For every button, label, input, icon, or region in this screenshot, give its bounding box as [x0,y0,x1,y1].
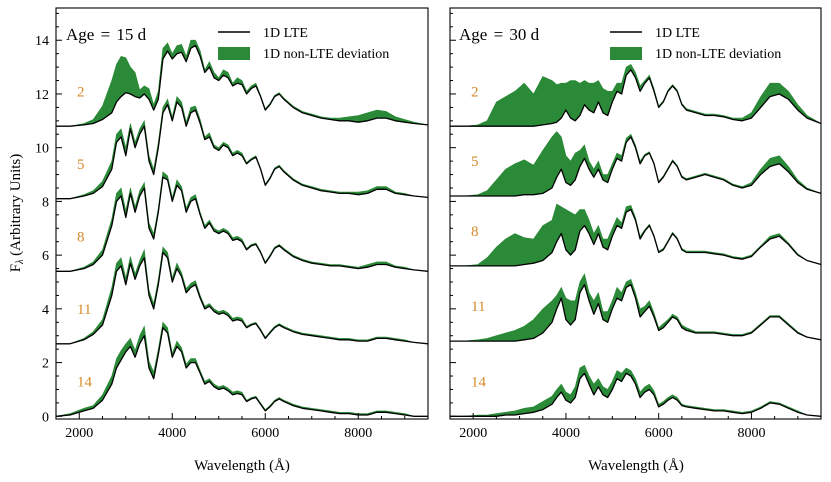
right-x-tick-label-4000: 4000 [552,426,580,441]
right-panel-title: Age = 30 d [459,25,540,44]
left-lte-line-series-14 [55,327,428,417]
left-nlte-fill-series-14 [55,321,428,417]
right-lte-lines [450,69,822,417]
right-nlte-fill-series-8 [450,203,822,267]
left-x-tick-label-2000: 2000 [65,426,93,441]
left-panel-title: Age = 15 d [66,25,147,44]
left-y-tick-label-12: 12 [35,88,49,103]
right-lte-line-series-5 [450,136,822,197]
right-lte-line-series-14 [450,372,822,417]
left-offset-labels: 2 5 8 11 14 [77,84,93,390]
right-x-tick-label-6000: 6000 [645,426,673,441]
right-legend-nlte-label: 1D non-LTE deviation [655,47,781,62]
left-legend-lte-label: 1D LTE [263,26,308,41]
right-lte-line-series-2 [450,69,822,127]
left-y-tick-label-14: 14 [35,34,49,49]
left-lte-line-series-8 [56,176,429,272]
left-legend-nlte-swatch [218,47,250,60]
right-nlte-fill-series-2 [450,63,822,127]
left-nlte-fill-series-8 [56,171,429,272]
right-x-ticks: 2000 4000 6000 8000 [449,413,822,441]
right-offset-label-14: 14 [471,374,487,390]
left-y-tick-label-8: 8 [42,195,49,210]
left-offset-label-14: 14 [77,374,93,390]
right-x-axis-label: Wavelength (Å) [588,458,684,474]
right-lte-line-series-8 [450,208,822,267]
left-axes-frame [55,7,429,420]
left-y-tick-label-6: 6 [42,249,49,264]
left-y-ticks: 0 2 4 6 8 10 12 14 [35,12,62,425]
right-x-tick-label-8000: 8000 [737,426,765,441]
left-legend: 1D LTE 1D non-LTE deviation [218,26,389,62]
left-lte-line-series-5 [56,101,429,200]
right-axes-frame [449,7,822,420]
right-legend-lte-label: 1D LTE [655,26,700,41]
left-lte-line-series-2 [56,44,429,127]
left-x-axis-label: Wavelength (Å) [194,458,290,474]
left-x-tick-label-4000: 4000 [158,426,186,441]
left-nlte-fills [55,39,429,417]
left-y-tick-label-0: 0 [42,410,49,425]
y-axis-label: Fλ (Arbitrary Units) [8,154,26,273]
left-offset-label-5: 5 [77,157,85,173]
right-offset-labels: 2 5 8 11 14 [471,84,487,390]
left-offset-label-2: 2 [77,84,85,100]
right-legend-nlte-swatch [610,47,642,60]
right-offset-label-2: 2 [471,84,479,100]
right-nlte-fills [450,63,822,417]
right-offset-label-8: 8 [471,224,479,240]
left-x-ticks: 2000 4000 6000 8000 [55,413,429,441]
left-legend-nlte-label: 1D non-LTE deviation [263,47,389,62]
left-offset-label-8: 8 [77,229,85,245]
right-y-ticks [450,12,456,417]
right-nlte-fill-series-14 [450,364,822,417]
right-lte-line-series-11 [450,284,822,342]
left-y-tick-label-2: 2 [42,357,49,372]
right-legend: 1D LTE 1D non-LTE deviation [610,26,781,62]
panel-left: 2000 4000 6000 8000 0 2 4 6 8 10 12 14 2 5 8 11 14 Age… [8,7,429,474]
right-x-tick-label-2000: 2000 [459,426,487,441]
panel-right: 2000 4000 6000 8000 2 5 8 11 14 Age = 30 d 1D L… [449,7,822,474]
left-lte-line-series-11 [56,251,429,345]
left-y-tick-label-4: 4 [42,303,49,318]
left-y-tick-label-10: 10 [35,142,49,157]
right-offset-label-5: 5 [471,154,479,170]
right-nlte-fill-series-11 [450,273,822,342]
left-x-tick-label-8000: 8000 [344,426,372,441]
left-x-tick-label-6000: 6000 [251,426,279,441]
left-offset-label-11: 11 [77,302,91,318]
right-offset-label-11: 11 [471,299,485,315]
left-lte-lines [55,44,429,417]
right-nlte-fill-series-5 [450,131,822,197]
